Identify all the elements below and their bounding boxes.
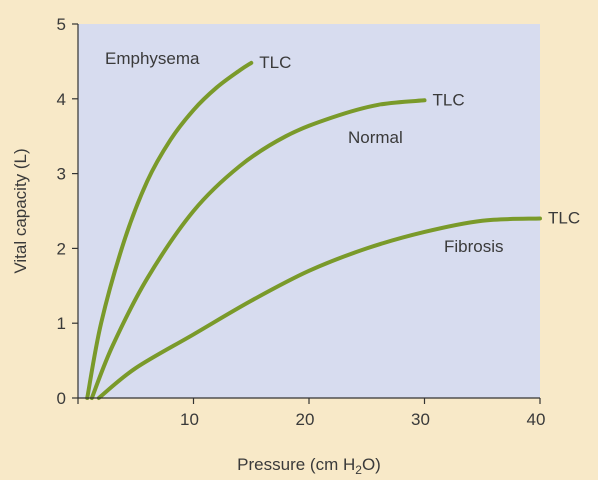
x-tick-label: 10 — [180, 410, 199, 429]
plot-area — [78, 24, 540, 398]
tlc-label-emphysema: TLC — [259, 53, 291, 72]
series-line-normal — [89, 98, 427, 400]
x-axis-title: Pressure (cm H2O) — [237, 455, 381, 477]
x-tick-label: 40 — [527, 410, 546, 429]
series-line-emphysema — [85, 60, 254, 400]
labels-layer: 0 1 2 3 4 5 10 20 30 40 Emphysema TLC Normal TLC Fibro… — [57, 15, 581, 429]
y-axis-title: Vital capacity (L) — [11, 148, 30, 273]
y-tick-label: 1 — [57, 314, 66, 333]
y-tick-label: 4 — [57, 90, 66, 109]
series-label-fibrosis: Fibrosis — [444, 237, 504, 256]
series-label-emphysema: Emphysema — [105, 49, 200, 68]
y-tick-label: 0 — [57, 389, 66, 408]
series-line-fibrosis — [96, 216, 542, 400]
ticks-layer — [72, 23, 541, 404]
y-tick-label: 5 — [57, 15, 66, 34]
tlc-label-normal: TLC — [433, 90, 465, 109]
y-tick-label: 3 — [57, 165, 66, 184]
tlc-label-fibrosis: TLC — [548, 208, 580, 227]
series-label-normal: Normal — [348, 128, 403, 147]
x-tick-label: 20 — [296, 410, 315, 429]
x-tick-label: 30 — [411, 410, 430, 429]
curves-layer — [85, 60, 542, 400]
y-tick-label: 2 — [57, 239, 66, 258]
